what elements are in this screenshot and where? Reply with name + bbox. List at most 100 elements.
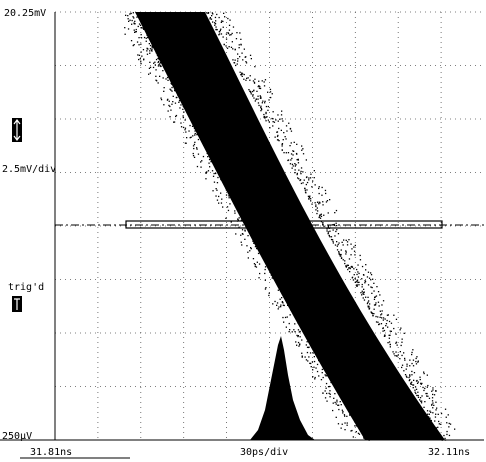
noise-dot — [200, 167, 201, 168]
noise-dot — [300, 171, 301, 172]
noise-dot — [133, 12, 134, 13]
noise-dot — [141, 51, 142, 52]
noise-dot — [411, 352, 412, 353]
noise-dot — [256, 266, 257, 267]
noise-dot — [312, 376, 313, 377]
noise-dot — [179, 107, 180, 108]
noise-dot — [302, 171, 303, 172]
noise-dot — [401, 342, 402, 343]
noise-dot — [396, 319, 397, 320]
noise-dot — [419, 377, 420, 378]
noise-dot — [346, 416, 347, 417]
noise-dot — [264, 85, 265, 86]
noise-dot — [402, 339, 403, 340]
noise-dot — [280, 305, 281, 306]
noise-dot — [370, 272, 371, 273]
noise-dot — [215, 23, 216, 24]
noise-dot — [432, 394, 433, 395]
noise-dot — [207, 156, 208, 157]
noise-dot — [347, 244, 348, 245]
noise-dot — [338, 233, 339, 234]
noise-dot — [319, 202, 320, 203]
noise-dot — [229, 197, 230, 198]
noise-dot — [167, 80, 168, 81]
noise-dot — [381, 317, 382, 318]
noise-dot — [320, 214, 321, 215]
noise-dot — [205, 178, 206, 179]
noise-dot — [258, 105, 259, 106]
noise-dot — [431, 391, 432, 392]
noise-dot — [295, 165, 296, 166]
noise-dot — [369, 303, 370, 304]
noise-dot — [297, 336, 298, 337]
noise-dot — [333, 242, 334, 243]
noise-dot — [373, 290, 374, 291]
noise-dot — [342, 424, 343, 425]
noise-dot — [293, 165, 294, 166]
noise-dot — [325, 193, 326, 194]
noise-dot — [253, 90, 254, 91]
noise-dot — [395, 351, 396, 352]
noise-dot — [181, 126, 182, 127]
noise-dot — [370, 286, 371, 287]
noise-dot — [315, 204, 316, 205]
noise-dot — [162, 70, 163, 71]
noise-dot — [336, 400, 337, 401]
noise-dot — [322, 392, 323, 393]
noise-dot — [411, 354, 412, 355]
noise-dot — [393, 315, 394, 316]
noise-dot — [244, 230, 245, 231]
noise-dot — [163, 104, 164, 105]
noise-dot — [400, 329, 401, 330]
noise-dot — [287, 316, 288, 317]
noise-dot — [282, 118, 283, 119]
noise-dot — [343, 239, 344, 240]
noise-dot — [146, 41, 147, 42]
noise-dot — [378, 291, 379, 292]
noise-dot — [315, 184, 316, 185]
noise-dot — [362, 293, 363, 294]
noise-dot — [439, 423, 440, 424]
noise-dot — [266, 106, 267, 107]
noise-dot — [272, 93, 273, 94]
noise-dot — [356, 286, 357, 287]
noise-dot — [427, 414, 428, 415]
noise-dot — [416, 356, 417, 357]
noise-dot — [383, 317, 384, 318]
noise-dot — [246, 78, 247, 79]
noise-dot — [358, 273, 359, 274]
noise-dot — [305, 190, 306, 191]
noise-dot — [229, 20, 230, 21]
noise-dot — [137, 54, 138, 55]
noise-dot — [321, 379, 322, 380]
noise-dot — [219, 33, 220, 34]
noise-dot — [450, 424, 451, 425]
noise-dot — [149, 43, 150, 44]
noise-dot — [169, 101, 170, 102]
noise-dot — [262, 101, 263, 102]
noise-dot — [255, 100, 256, 101]
noise-dot — [427, 410, 428, 411]
noise-dot — [403, 352, 404, 353]
noise-dot — [224, 16, 225, 17]
noise-dot — [416, 389, 417, 390]
noise-dot — [245, 80, 246, 81]
noise-dot — [213, 176, 214, 177]
noise-dot — [170, 110, 171, 111]
noise-dot — [345, 250, 346, 251]
noise-dot — [216, 190, 217, 191]
noise-dot — [354, 274, 355, 275]
noise-dot — [164, 87, 165, 88]
noise-dot — [124, 27, 125, 28]
noise-dot — [416, 380, 417, 381]
noise-dot — [347, 422, 348, 423]
noise-dot — [432, 397, 433, 398]
noise-dot — [427, 387, 428, 388]
noise-dot — [333, 229, 334, 230]
noise-dot — [263, 116, 264, 117]
noise-dot — [277, 139, 278, 140]
noise-dot — [371, 274, 372, 275]
noise-dot — [240, 39, 241, 40]
noise-dot — [344, 422, 345, 423]
noise-dot — [158, 65, 159, 66]
